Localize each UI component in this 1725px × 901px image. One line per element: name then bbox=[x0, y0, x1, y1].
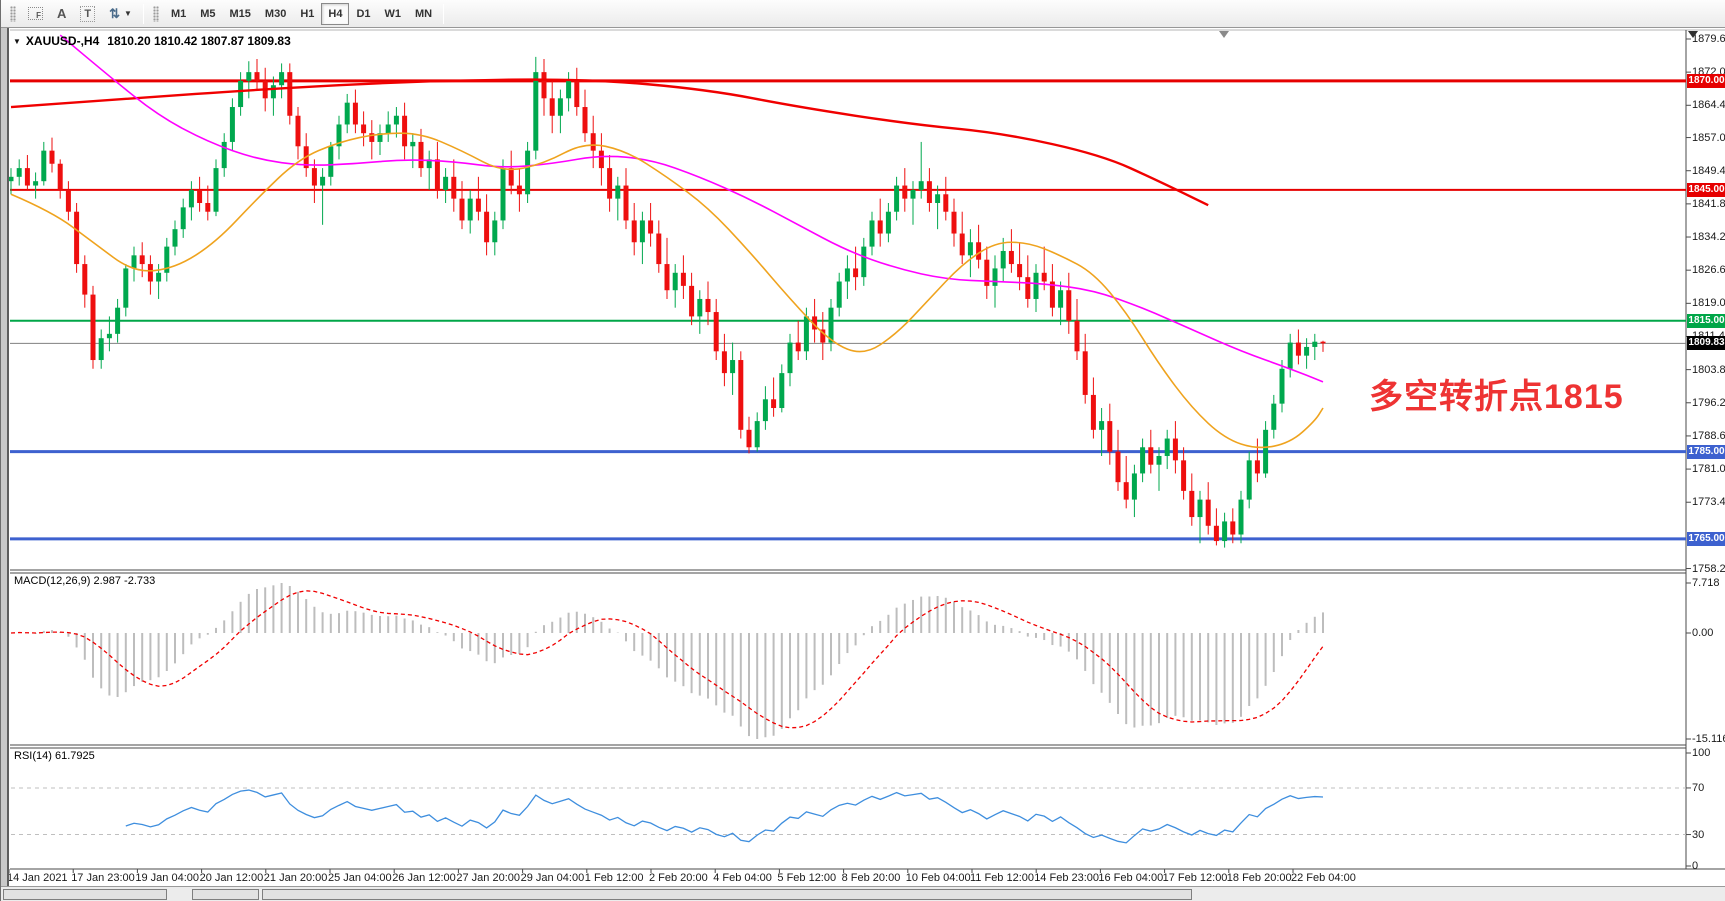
price-level-label-1870.00: 1870.00 bbox=[1687, 73, 1725, 88]
cycle-objects-button[interactable]: ⇅ ▼ bbox=[102, 3, 139, 25]
rsi-indicator-label: RSI(14) 61.7925 bbox=[14, 750, 95, 762]
candles-series bbox=[8, 56, 1326, 548]
y-axis-tick-label: 1796.20 bbox=[1692, 396, 1725, 409]
x-axis-date-label: 14 Jan 2021 bbox=[7, 872, 68, 884]
price-level-label-1765.00: 1765.00 bbox=[1687, 531, 1725, 546]
grid-properties-button[interactable]: F bbox=[21, 3, 50, 25]
macd-axis-tick-label: -15.116 bbox=[1692, 732, 1725, 745]
x-axis-date-label: 1 Feb 12:00 bbox=[584, 872, 644, 884]
x-axis-date-label: 27 Jan 20:00 bbox=[456, 872, 521, 884]
insert-text-label-button[interactable]: T bbox=[73, 3, 102, 25]
timeframe-button-m15[interactable]: M15 bbox=[223, 3, 258, 25]
chart-shift-marker[interactable] bbox=[1219, 31, 1229, 38]
x-axis-date-label: 5 Feb 12:00 bbox=[777, 872, 837, 884]
ma-red-line bbox=[10, 78, 1209, 207]
y-axis-tick-label: 1849.40 bbox=[1692, 164, 1725, 177]
timeframe-button-w1[interactable]: W1 bbox=[378, 3, 409, 25]
ma-magenta-line bbox=[59, 34, 1324, 383]
timeframe-button-m5[interactable]: M5 bbox=[193, 3, 222, 25]
x-axis-date-label: 16 Feb 04:00 bbox=[1098, 872, 1164, 884]
cycle-arrows-icon: ⇅ bbox=[109, 5, 121, 21]
timeframe-button-m30[interactable]: M30 bbox=[258, 3, 293, 25]
x-axis-date-label: 22 Feb 04:00 bbox=[1291, 872, 1356, 884]
timeframe-button-h1[interactable]: H1 bbox=[293, 3, 321, 25]
x-axis-date-label: 17 Feb 12:00 bbox=[1162, 872, 1228, 884]
insert-text-button[interactable]: A bbox=[50, 3, 73, 25]
timeframe-button-m1[interactable]: M1 bbox=[164, 3, 193, 25]
timeframe-button-group: M1 M5 M15 M30 H1 H4 D1 W1 MN bbox=[164, 2, 439, 25]
x-axis-date-label: 17 Jan 23:00 bbox=[71, 872, 135, 884]
timeframe-button-h4[interactable]: H4 bbox=[321, 2, 350, 25]
axis-corner-marker-icon bbox=[1688, 31, 1698, 38]
y-axis-tick-label: 1758.20 bbox=[1692, 562, 1725, 575]
bottom-tab[interactable] bbox=[3, 889, 167, 900]
timeframe-button-mn[interactable]: MN bbox=[408, 3, 439, 25]
y-axis-tick-label: 1788.60 bbox=[1692, 429, 1725, 442]
bottom-tab[interactable] bbox=[192, 889, 259, 900]
y-axis-tick-label: 1819.00 bbox=[1692, 297, 1725, 310]
x-axis-date-label: 18 Feb 20:00 bbox=[1226, 872, 1292, 884]
bottom-bar bbox=[1, 886, 1725, 901]
macd-signal-line bbox=[10, 590, 1324, 729]
macd-axis-tick-label: 0.00 bbox=[1692, 627, 1714, 639]
rsi-axis-tick-label: 30 bbox=[1692, 828, 1705, 841]
toolbar-grip[interactable] bbox=[10, 5, 16, 22]
x-axis-date-label: 21 Jan 20:00 bbox=[263, 872, 328, 884]
x-axis-date-label: 20 Jan 12:00 bbox=[199, 872, 264, 884]
y-axis-tick-label: 1803.80 bbox=[1692, 363, 1725, 376]
toolbar-separator bbox=[443, 3, 445, 24]
symbol-dropdown-icon[interactable]: ▼ bbox=[13, 37, 21, 46]
grid-f-icon: F bbox=[28, 7, 43, 20]
x-axis-date-label: 26 Jan 12:00 bbox=[392, 872, 456, 884]
y-axis-tick-label: 1773.40 bbox=[1692, 496, 1725, 509]
rsi-line bbox=[125, 789, 1324, 844]
x-axis-date-label: 25 Jan 04:00 bbox=[328, 872, 392, 884]
chart-title: ▼ XAUUSD-,H4 1810.20 1810.42 1807.87 1809.… bbox=[13, 34, 291, 48]
x-axis-date-label: 2 Feb 20:00 bbox=[649, 872, 708, 884]
chart-text-annotation[interactable]: 多空转折点1815 bbox=[1369, 378, 1624, 416]
font-a-icon: A bbox=[57, 6, 67, 21]
macd-indicator-label: MACD(12,26,9) 2.987 -2.733 bbox=[14, 575, 156, 587]
toolbar-separator bbox=[142, 3, 144, 24]
x-axis-date-label: 14 Feb 23:00 bbox=[1034, 872, 1100, 884]
y-axis-tick-label: 1826.60 bbox=[1692, 264, 1725, 277]
timeframe-button-d1[interactable]: D1 bbox=[349, 3, 377, 25]
x-axis-date-label: 4 Feb 04:00 bbox=[713, 872, 772, 884]
y-axis-tick-label: 1879.60 bbox=[1692, 32, 1725, 45]
bottom-tab[interactable] bbox=[262, 889, 1192, 900]
y-axis-tick-label: 1781.00 bbox=[1692, 463, 1725, 476]
price-level-label-1845.00: 1845.00 bbox=[1687, 182, 1725, 197]
y-axis-tick-label: 1834.20 bbox=[1692, 231, 1725, 244]
x-axis-date-label: 11 Feb 12:00 bbox=[970, 872, 1035, 884]
rsi-axis-tick-label: 0 bbox=[1692, 860, 1699, 872]
rsi-axis-tick-label: 70 bbox=[1692, 781, 1705, 794]
x-axis-date-label: 8 Feb 20:00 bbox=[841, 872, 901, 884]
window-left-edge bbox=[1, 28, 9, 901]
y-axis-tick-label: 1857.00 bbox=[1692, 131, 1725, 144]
ma-orange-line bbox=[10, 132, 1324, 449]
x-axis-date-label: 29 Jan 04:00 bbox=[520, 872, 585, 884]
chart-symbol-timeframe: XAUUSD-,H4 bbox=[25, 34, 100, 48]
macd-axis-tick-label: 7.718 bbox=[1692, 577, 1720, 589]
y-axis-tick-label: 1841.80 bbox=[1692, 197, 1725, 210]
price-level-label-1815.00: 1815.00 bbox=[1687, 313, 1725, 328]
y-axis-tick-label: 1864.40 bbox=[1692, 99, 1725, 112]
toolbar-grip[interactable] bbox=[152, 5, 159, 22]
macd-histogram bbox=[18, 583, 1324, 739]
chart-ohlc-values: 1810.20 1810.42 1807.87 1809.83 bbox=[107, 34, 291, 48]
toolbar: F A T ⇅ ▼ M1 M5 M15 M30 H1 H4 D1 W1 MN bbox=[1, 0, 1725, 28]
price-level-label-1785.00: 1785.00 bbox=[1687, 444, 1725, 459]
current-price-label: 1809.83 bbox=[1687, 336, 1725, 351]
text-label-icon: T bbox=[80, 5, 96, 22]
x-axis-date-label: 19 Jan 04:00 bbox=[135, 872, 200, 884]
dropdown-caret-icon: ▼ bbox=[124, 9, 132, 18]
rsi-axis-tick-label: 100 bbox=[1692, 747, 1711, 759]
x-axis-date-label: 10 Feb 04:00 bbox=[905, 872, 971, 884]
